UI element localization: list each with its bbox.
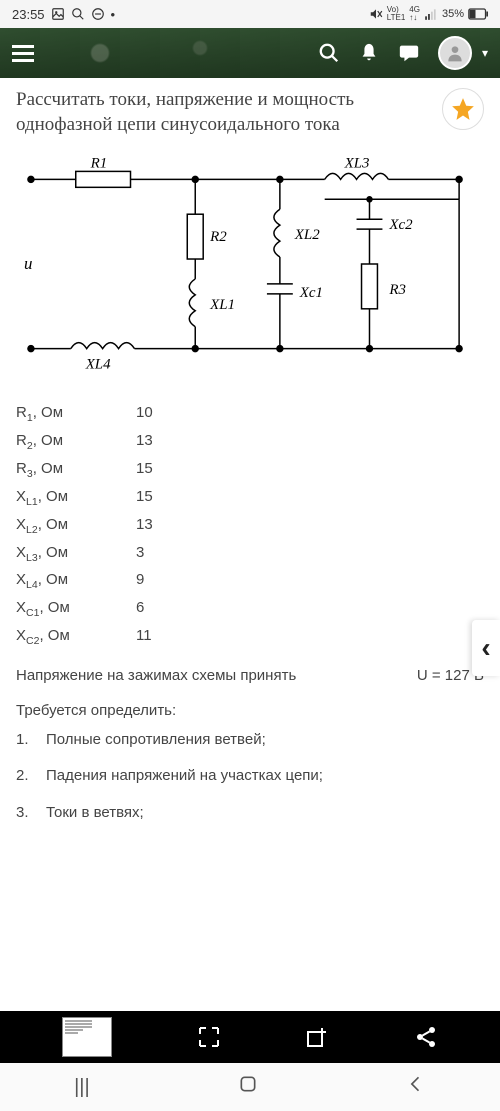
param-row: R1, Ом10 xyxy=(16,400,484,428)
parameter-table: R1, Ом10R2, Ом13R3, Ом15XL1, Ом15XL2, Ом… xyxy=(16,400,484,651)
requirement-item: 3.Токи в ветвях; xyxy=(16,802,484,825)
requirement-text: Полные сопротивления ветвей; xyxy=(46,729,266,752)
svg-text:R1: R1 xyxy=(90,156,108,172)
param-value: 13 xyxy=(136,512,153,540)
param-label: XL1, Ом xyxy=(16,484,136,512)
bottom-toolbar xyxy=(0,1011,500,1063)
svg-text:R3: R3 xyxy=(388,282,406,298)
avatar[interactable] xyxy=(438,36,472,70)
volte-label: Vo)LTE1 xyxy=(387,6,406,22)
main-content: Рассчитать токи, напряжение и мощность о… xyxy=(0,78,500,848)
chat-icon[interactable] xyxy=(398,42,420,64)
svg-text:Xc1: Xc1 xyxy=(299,285,323,301)
system-nav-bar: ||| xyxy=(0,1063,500,1111)
param-row: XL1, Ом15 xyxy=(16,484,484,512)
param-value: 6 xyxy=(136,595,144,623)
svg-text:XL2: XL2 xyxy=(294,227,320,243)
search-icon[interactable] xyxy=(318,42,340,64)
param-value: 10 xyxy=(136,400,153,428)
svg-text:u: u xyxy=(24,254,32,273)
param-value: 15 xyxy=(136,484,153,512)
minus-circle-icon xyxy=(91,7,105,21)
battery-icon xyxy=(468,8,488,20)
menu-button[interactable] xyxy=(12,45,34,62)
net-label: 4G↑↓ xyxy=(409,6,420,22)
requirement-num: 2. xyxy=(16,765,46,788)
nav-home[interactable] xyxy=(238,1074,258,1100)
param-value: 3 xyxy=(136,540,144,568)
svg-text:XL4: XL4 xyxy=(85,357,111,373)
app-header: ▾ xyxy=(0,28,500,78)
param-row: XL4, Ом9 xyxy=(16,567,484,595)
param-row: XL3, Ом3 xyxy=(16,540,484,568)
battery-pct: 35% xyxy=(442,8,464,20)
add-icon[interactable] xyxy=(305,1025,329,1049)
status-dot: • xyxy=(111,7,116,22)
svg-text:XL1: XL1 xyxy=(209,297,235,313)
param-label: XL4, Ом xyxy=(16,567,136,595)
param-row: XL2, Ом13 xyxy=(16,512,484,540)
requirements-list: 1.Полные сопротивления ветвей;2.Падения … xyxy=(16,729,484,825)
chevron-down-icon[interactable]: ▾ xyxy=(482,46,488,60)
share-icon[interactable] xyxy=(414,1025,438,1049)
param-label: XC1, Ом xyxy=(16,595,136,623)
side-nav-button[interactable]: ‹ xyxy=(472,620,500,676)
svg-text:XL3: XL3 xyxy=(344,156,370,172)
status-time: 23:55 xyxy=(12,7,45,22)
param-row: XC2, Ом11 xyxy=(16,623,484,651)
param-value: 13 xyxy=(136,428,153,456)
bell-icon[interactable] xyxy=(358,42,380,64)
voltage-note: Напряжение на зажимах схемы принять U = … xyxy=(16,667,484,684)
requirement-item: 1.Полные сопротивления ветвей; xyxy=(16,729,484,752)
svg-text:Xc2: Xc2 xyxy=(388,218,413,234)
param-row: R3, Ом15 xyxy=(16,456,484,484)
image-icon xyxy=(51,7,65,21)
requirement-text: Падения напряжений на участках цепи; xyxy=(46,765,323,788)
status-right: Vo)LTE1 4G↑↓ 35% xyxy=(369,6,488,22)
param-value: 11 xyxy=(136,623,152,651)
svg-text:R2: R2 xyxy=(209,229,227,245)
param-label: R2, Ом xyxy=(16,428,136,456)
signal-icon xyxy=(424,7,438,21)
param-value: 9 xyxy=(136,567,144,595)
search-icon xyxy=(71,7,85,21)
param-row: R2, Ом13 xyxy=(16,428,484,456)
requirement-text: Токи в ветвях; xyxy=(46,802,144,825)
page-title: Рассчитать токи, напряжение и мощность о… xyxy=(16,88,432,137)
nav-recent[interactable]: ||| xyxy=(74,1076,90,1099)
status-left: 23:55 • xyxy=(12,7,115,22)
param-label: R3, Ом xyxy=(16,456,136,484)
requirement-num: 3. xyxy=(16,802,46,825)
fullscreen-icon[interactable] xyxy=(197,1025,221,1049)
param-label: XL3, Ом xyxy=(16,540,136,568)
circuit-diagram: R1 XL3 R2 XL2 Xc2 XL1 Xc1 R3 XL4 u xyxy=(16,149,484,379)
favorite-badge[interactable] xyxy=(442,88,484,130)
status-bar: 23:55 • Vo)LTE1 4G↑↓ 35% xyxy=(0,0,500,28)
param-row: XC1, Ом6 xyxy=(16,595,484,623)
requirement-item: 2.Падения напряжений на участках цепи; xyxy=(16,765,484,788)
param-value: 15 xyxy=(136,456,153,484)
thumbnail[interactable] xyxy=(62,1017,112,1057)
nav-back[interactable] xyxy=(406,1074,426,1100)
param-label: XC2, Ом xyxy=(16,623,136,651)
mute-icon xyxy=(369,7,383,21)
requirements-heading: Требуется определить: xyxy=(16,702,484,719)
param-label: R1, Ом xyxy=(16,400,136,428)
requirement-num: 1. xyxy=(16,729,46,752)
param-label: XL2, Ом xyxy=(16,512,136,540)
